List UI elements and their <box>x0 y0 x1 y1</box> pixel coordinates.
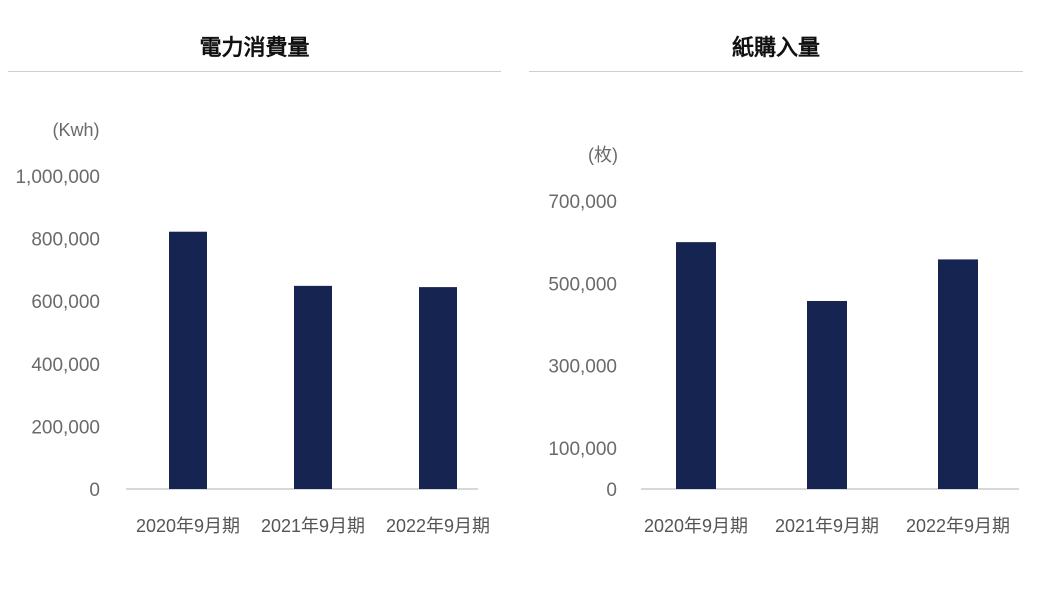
y-tick-label: 300,000 <box>548 357 617 378</box>
x-category-label: 2021年9月期 <box>775 516 879 536</box>
x-category-label: 2020年9月期 <box>136 516 240 536</box>
y-tick-label: 600,000 <box>31 292 100 313</box>
x-category-label: 2022年9月期 <box>906 516 1010 536</box>
chart-title: 紙購入量 <box>731 36 820 61</box>
y-tick-label: 800,000 <box>31 230 100 251</box>
chart-title: 電力消費量 <box>199 36 310 61</box>
bar-3 <box>938 259 978 489</box>
chart-panel-paper: 紙購入量 (枚) 0 100,000 300,000 500,000 700,000 202… <box>529 0 1023 594</box>
chart-panel-electricity: 電力消費量 (Kwh) 0 200,000 400,000 600,000 800,000… <box>8 0 501 594</box>
title-divider <box>529 71 1023 72</box>
y-tick-label: 700,000 <box>548 192 617 213</box>
y-tick-label: 0 <box>606 480 617 501</box>
y-tick-label: 0 <box>89 480 100 501</box>
y-axis-unit: (Kwh) <box>52 120 99 140</box>
electricity-bar-chart: (Kwh) 0 200,000 400,000 600,000 800,000 1,000,… <box>15 120 490 536</box>
y-tick-label: 400,000 <box>31 355 100 376</box>
y-tick-label: 100,000 <box>548 439 617 460</box>
bar-1 <box>169 231 207 490</box>
title-divider <box>8 71 501 72</box>
bar-2 <box>807 300 847 489</box>
y-tick-label: 1,000,000 <box>15 167 100 188</box>
paper-bar-chart: (枚) 0 100,000 300,000 500,000 700,000 2020年9月期… <box>548 145 1019 536</box>
y-axis-unit: (枚) <box>588 145 618 165</box>
y-tick-label: 500,000 <box>548 274 617 295</box>
x-category-label: 2021年9月期 <box>261 516 365 536</box>
bar-3 <box>419 287 457 489</box>
bar-2 <box>294 285 332 489</box>
bar-1 <box>676 242 716 489</box>
x-category-label: 2022年9月期 <box>386 516 490 536</box>
y-tick-label: 200,000 <box>31 417 100 438</box>
x-category-label: 2020年9月期 <box>644 516 748 536</box>
